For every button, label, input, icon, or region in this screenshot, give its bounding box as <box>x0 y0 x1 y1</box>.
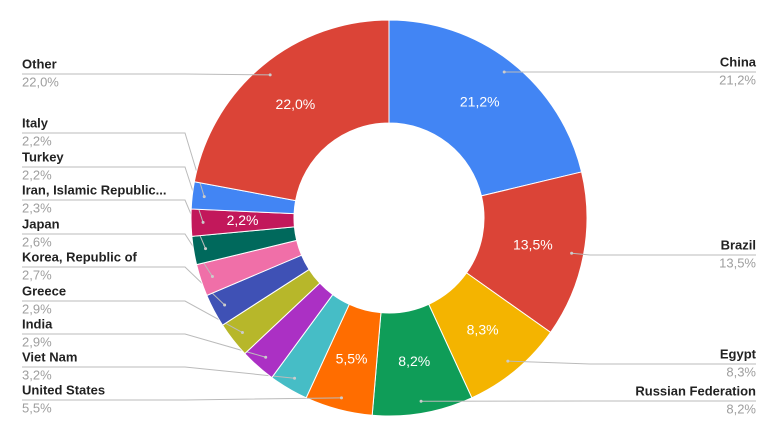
legend-label: Egypt <box>720 346 757 361</box>
leader-dot <box>419 399 423 403</box>
slice-label: 8,2% <box>398 353 430 369</box>
legend-value: 13,5% <box>719 255 756 270</box>
legend-label: United States <box>22 382 105 397</box>
legend-value: 2,6% <box>22 234 52 249</box>
legend-label: Japan <box>22 216 60 231</box>
leader-dot <box>339 396 343 400</box>
leader-dot <box>293 376 297 380</box>
slice <box>465 171 588 334</box>
legend-value: 2,2% <box>22 167 52 182</box>
slice <box>193 19 390 202</box>
leader-line <box>22 366 295 379</box>
legend-label: Iran, Islamic Republic... <box>22 182 167 197</box>
legend-value: 2,3% <box>22 200 52 215</box>
legend-value: 5,5% <box>22 400 52 415</box>
legend-value: 2,7% <box>22 267 52 282</box>
legend-value: 2,9% <box>22 301 52 316</box>
legend-value: 22,0% <box>22 74 59 89</box>
leader-line <box>571 252 756 256</box>
legend-value: 21,2% <box>719 72 756 87</box>
legend-value: 8,3% <box>726 364 756 379</box>
slice-label: 13,5% <box>513 236 553 252</box>
legend-value: 3,2% <box>22 367 52 382</box>
leader-line <box>22 300 243 333</box>
legend-label: Korea, Republic of <box>22 249 138 264</box>
leader-dot <box>506 359 510 363</box>
slice-label: 22,0% <box>276 96 316 112</box>
leader-line <box>22 73 271 76</box>
legend-label: Viet Nam <box>22 349 77 364</box>
legend-label: Brazil <box>721 237 756 252</box>
legend-label: Greece <box>22 283 66 298</box>
leader-line <box>22 333 266 358</box>
leader-dot <box>264 355 268 359</box>
legend-value: 2,9% <box>22 334 52 349</box>
leader-dot <box>210 274 214 278</box>
leader-dot <box>268 73 272 77</box>
leader-dot <box>202 195 206 199</box>
legend-value: 8,2% <box>726 401 756 416</box>
leader-dot <box>570 251 574 255</box>
slice-label: 5,5% <box>336 350 368 366</box>
leader-dot <box>502 70 506 74</box>
legend-label: Russian Federation <box>635 383 756 398</box>
legend-label: Turkey <box>22 149 64 164</box>
legend-label: China <box>720 54 757 69</box>
leader-dot <box>223 303 227 307</box>
leader-dot <box>240 331 244 335</box>
legend-label: India <box>22 316 53 331</box>
slice-label: 21,2% <box>460 94 500 110</box>
slice-label: 8,3% <box>467 321 499 337</box>
leader-line <box>22 397 342 401</box>
leader-dot <box>204 247 208 251</box>
slice <box>388 19 583 197</box>
leader-line <box>507 360 756 365</box>
slice-label: 2,2% <box>227 212 259 228</box>
legend-label: Other <box>22 56 57 71</box>
legend-label: Italy <box>22 115 49 130</box>
legend-value: 2,2% <box>22 133 52 148</box>
leader-dot <box>201 220 205 224</box>
